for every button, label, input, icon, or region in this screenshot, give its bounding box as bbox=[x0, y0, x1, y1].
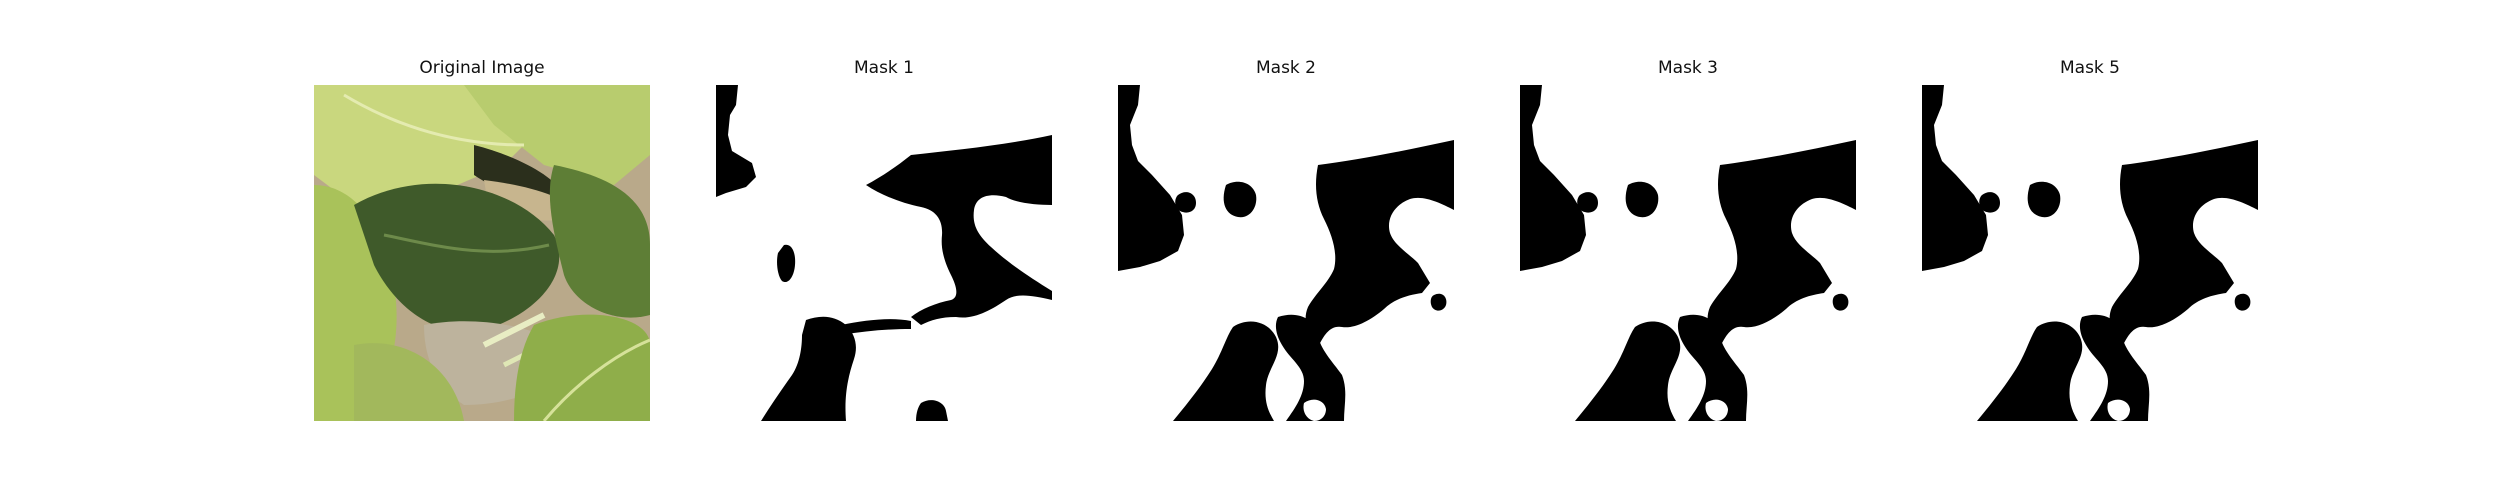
mask-region-upper bbox=[1707, 140, 1856, 347]
panel-mask-3: Mask 3 bbox=[1520, 0, 1856, 500]
mask-region-lower-center bbox=[2079, 314, 2150, 421]
mask-region-left bbox=[716, 85, 756, 197]
leaf-top-right bbox=[464, 85, 650, 185]
mask-blob-right bbox=[1430, 293, 1447, 311]
leaf-right bbox=[549, 165, 650, 318]
mask-blob-bottom bbox=[916, 400, 948, 421]
mask-region-upper bbox=[2109, 140, 2258, 347]
mask-region-lower bbox=[761, 316, 856, 421]
mask-blob-b bbox=[1625, 181, 1659, 218]
mask-image bbox=[1118, 85, 1454, 421]
mask-region-strip bbox=[841, 319, 911, 335]
mask-region-upper bbox=[1305, 140, 1454, 347]
panel-original-image: Original Image bbox=[314, 0, 650, 500]
panel-mask-5: Mask 5 bbox=[1922, 0, 2258, 500]
stem-highlight bbox=[482, 312, 546, 348]
mask-region-left bbox=[1520, 85, 1586, 271]
leaf-bottom-right bbox=[514, 314, 650, 421]
leaf-vein-top bbox=[343, 93, 525, 147]
mask-blob-a bbox=[1577, 192, 1598, 213]
mask-region-upper bbox=[866, 135, 1052, 325]
mask-blob-right bbox=[2234, 293, 2251, 311]
leaf-bottom-left bbox=[354, 343, 464, 421]
mask-notch-bottom bbox=[2107, 399, 2130, 421]
panel-title: Mask 2 bbox=[1255, 58, 1316, 78]
mask-blob-small bbox=[777, 244, 796, 283]
panel-mask-1: Mask 1 bbox=[716, 0, 1052, 500]
leaf-bottom-right-vein bbox=[542, 338, 650, 421]
mask-blob-b bbox=[2027, 181, 2061, 218]
leaf-center-vein bbox=[383, 233, 550, 253]
mask-background bbox=[716, 85, 1052, 421]
mask-blob-b bbox=[1223, 181, 1257, 218]
mask-region-left bbox=[1118, 85, 1184, 271]
mask-blob-right bbox=[1832, 293, 1849, 311]
panel-title: Original Image bbox=[419, 58, 545, 78]
mask-region-lower-center bbox=[1677, 314, 1748, 421]
panel-title: Mask 3 bbox=[1657, 58, 1718, 78]
mask-image bbox=[716, 85, 1052, 421]
panel-mask-2: Mask 2 bbox=[1118, 0, 1454, 500]
mask-region-left bbox=[1922, 85, 1988, 271]
panel-title: Mask 5 bbox=[2059, 58, 2120, 78]
mask-region-lower-left bbox=[1977, 321, 2083, 421]
mask-notch-bottom bbox=[1303, 399, 1326, 421]
panel-title: Mask 1 bbox=[853, 58, 914, 78]
mask-region-lower-center bbox=[1275, 314, 1346, 421]
mask-blob-a bbox=[1175, 192, 1196, 213]
mask-image bbox=[1922, 85, 2258, 421]
mask-region-lower-left bbox=[1173, 321, 1279, 421]
mask-blob-a bbox=[1979, 192, 2000, 213]
mask-region-lower-left bbox=[1575, 321, 1681, 421]
mask-image bbox=[1520, 85, 1856, 421]
leaf-center-dark bbox=[354, 183, 560, 332]
original-image bbox=[314, 85, 650, 421]
mask-notch-bottom bbox=[1705, 399, 1728, 421]
